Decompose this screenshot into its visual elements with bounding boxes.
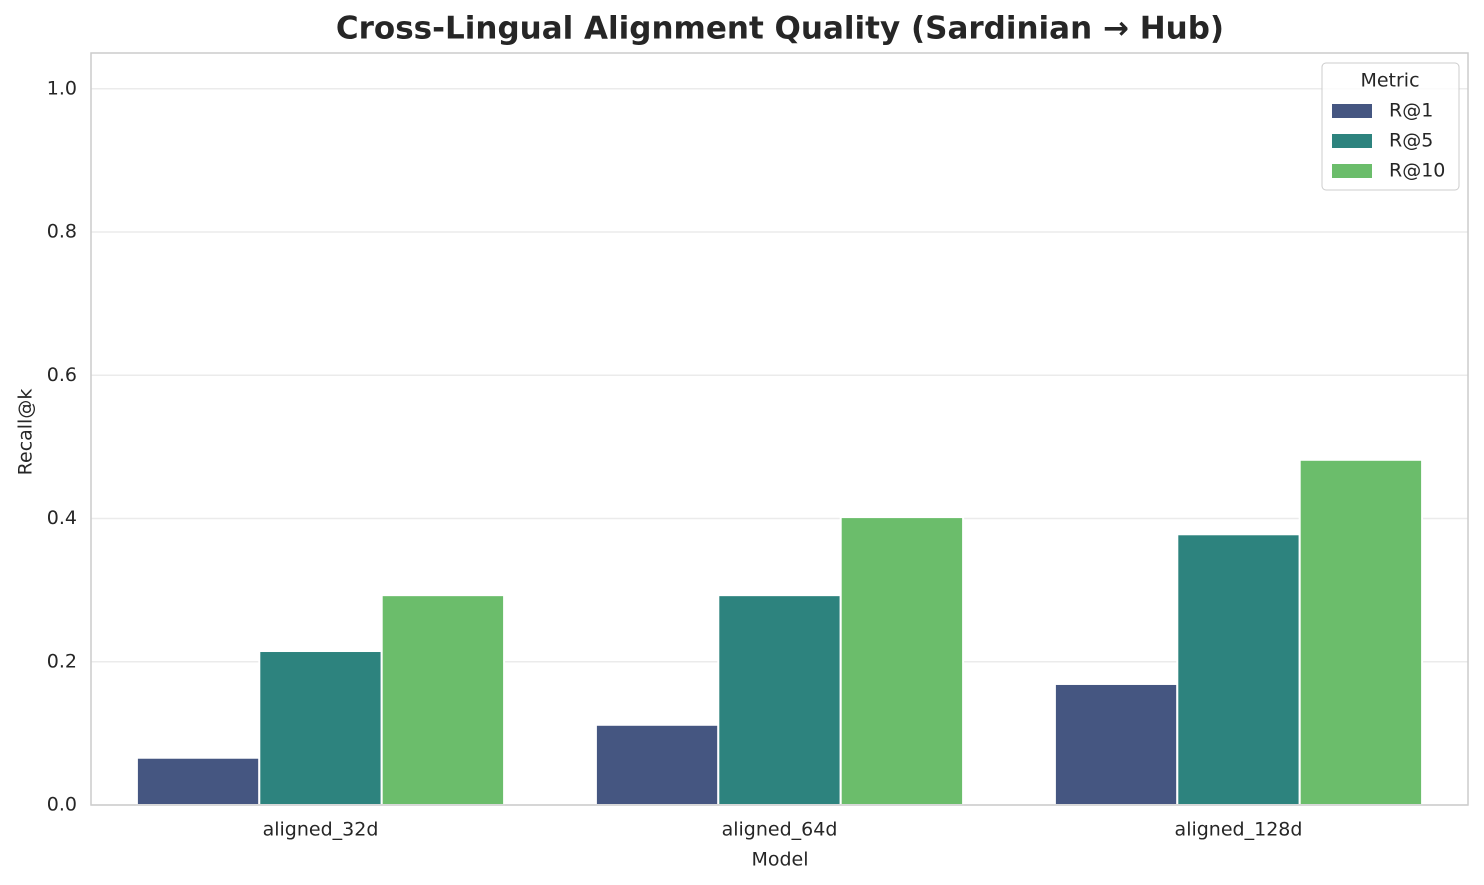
x-tick-label: aligned_128d [1175,819,1303,841]
bar [258,650,383,806]
y-tick-label: 0.0 [47,794,77,816]
legend-box [1321,62,1460,191]
y-tick-label: 0.6 [47,364,77,386]
legend-swatch [1332,134,1372,148]
bar [594,723,720,807]
y-tick-label: 0.8 [47,221,77,243]
y-tick-label: 0.4 [47,507,77,529]
legend: Metric R@1 R@5 R@10 [1321,62,1460,191]
bar [1053,682,1179,806]
legend-label: R@1 [1389,100,1433,122]
legend-swatch [1332,104,1372,118]
y-tick-label: 0.2 [47,650,77,672]
x-axis-label: Model [751,849,808,871]
y-tick-label: 1.0 [47,77,77,99]
x-tick-label: aligned_64d [722,819,838,841]
bar [717,594,842,806]
legend-title: Metric [1360,70,1419,92]
bar [839,516,965,806]
bar [135,756,261,807]
y-axis-label: Recall@k [15,389,37,476]
bar [1298,458,1424,806]
legend-swatch [1332,164,1372,178]
bar [380,594,506,806]
plot-frame [90,52,1469,806]
legend-label: R@5 [1389,130,1433,152]
chart-title: Cross-Lingual Alignment Quality (Sardini… [336,11,1224,47]
x-tick-label: aligned_32d [263,819,379,841]
legend-label: R@10 [1389,160,1445,182]
bar [1176,533,1301,807]
